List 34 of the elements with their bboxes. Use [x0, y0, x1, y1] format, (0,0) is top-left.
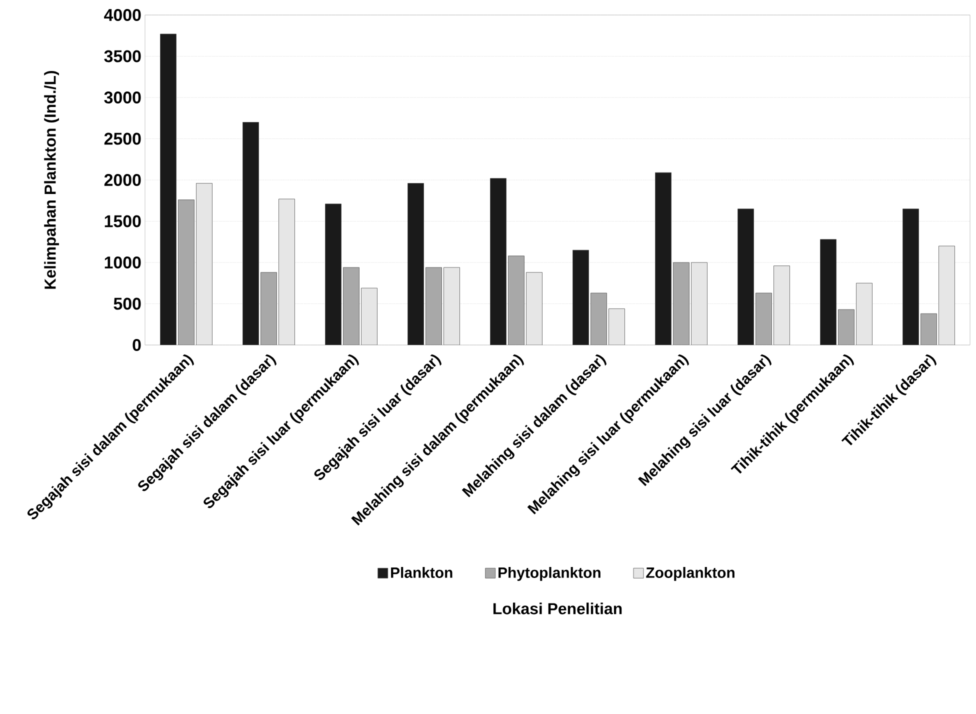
- y-tick-label: 2000: [104, 174, 141, 186]
- bar: [408, 183, 424, 345]
- bar: [526, 272, 542, 345]
- y-tick-label: 1500: [104, 215, 141, 228]
- bar: [774, 266, 790, 345]
- x-axis-title: Lokasi Penelitian: [493, 602, 622, 614]
- bar: [820, 239, 836, 345]
- y-axis-title: Kelimpahan Plankton (Ind./L): [44, 70, 59, 289]
- y-tick-label: 4000: [104, 9, 141, 22]
- bar: [655, 172, 672, 345]
- legend-label: Zooplankton: [646, 566, 734, 581]
- legend-label: Phytoplankton: [498, 566, 600, 581]
- y-tick-label: 2500: [104, 132, 141, 145]
- y-tick-label: 0: [132, 339, 141, 351]
- bar: [325, 204, 342, 345]
- bar: [938, 246, 955, 345]
- legend-label: Plankton: [391, 566, 452, 578]
- bar: [691, 262, 708, 345]
- bar: [608, 308, 625, 345]
- bar: [196, 183, 212, 345]
- y-tick-label: 500: [114, 298, 141, 310]
- bar: [242, 122, 259, 345]
- bar: [490, 178, 506, 345]
- bar: [902, 208, 919, 345]
- bar: [444, 267, 460, 345]
- bar: [738, 208, 754, 345]
- y-tick-label: 3500: [104, 50, 141, 62]
- y-tick-label: 3000: [104, 91, 141, 104]
- y-tick-label: 1000: [104, 256, 141, 268]
- bar: [160, 34, 176, 345]
- bar: [278, 198, 295, 345]
- bar: [572, 250, 589, 345]
- bar: [856, 282, 872, 345]
- bar: [361, 288, 378, 345]
